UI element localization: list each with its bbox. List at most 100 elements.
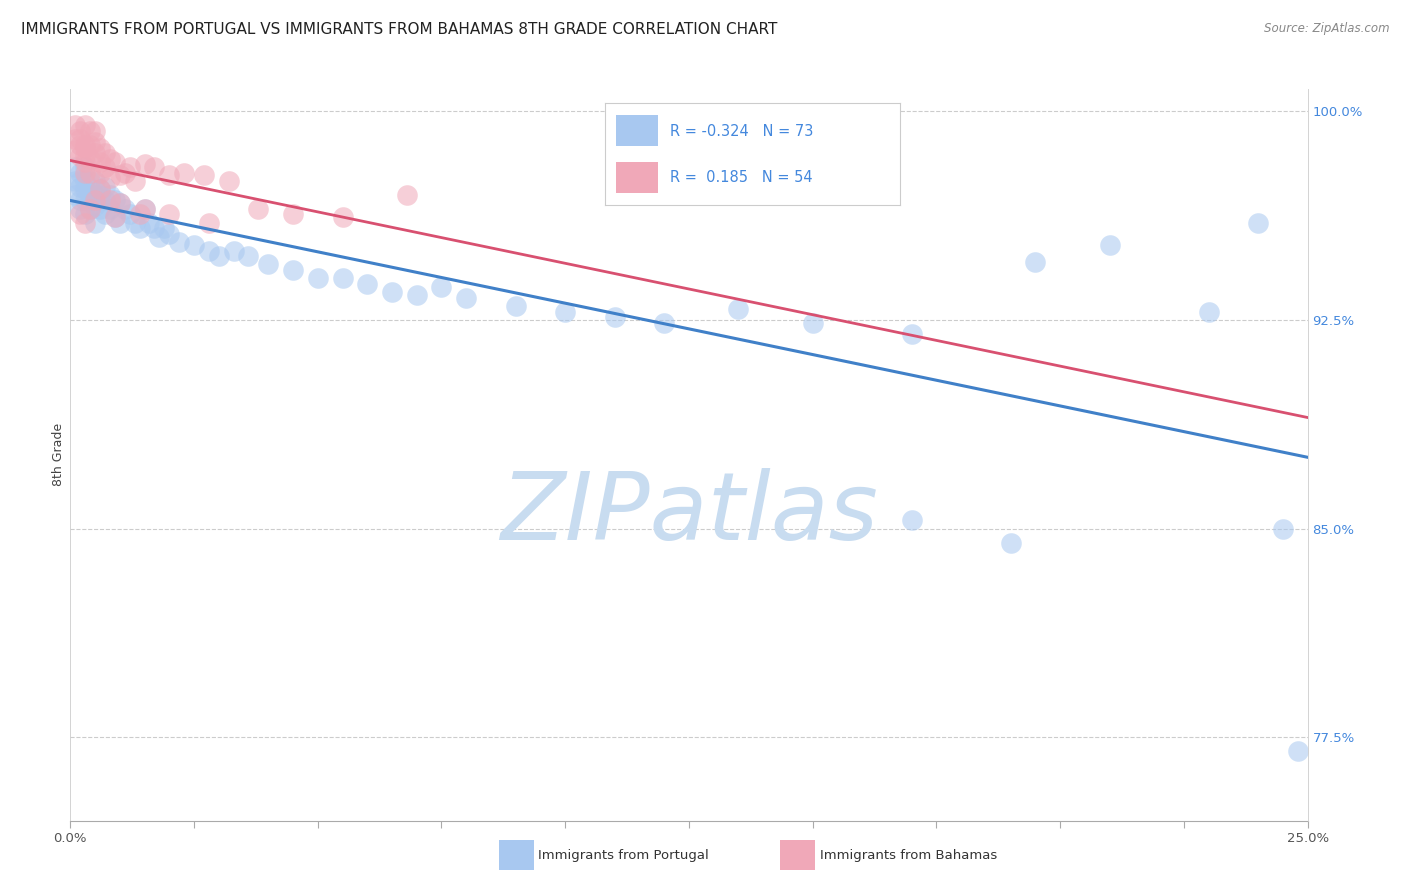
Point	[157, 169, 180, 183]
Point	[603, 310, 626, 325]
Point	[727, 301, 749, 316]
Text: Immigrants from Bahamas: Immigrants from Bahamas	[820, 849, 997, 862]
Point	[89, 187, 111, 202]
Point	[238, 249, 260, 263]
Point	[183, 238, 205, 252]
Point	[1098, 238, 1121, 252]
Point	[69, 202, 91, 216]
Point	[222, 244, 245, 258]
Point	[75, 174, 97, 188]
Text: IMMIGRANTS FROM PORTUGAL VS IMMIGRANTS FROM BAHAMAS 8TH GRADE CORRELATION CHART: IMMIGRANTS FROM PORTUGAL VS IMMIGRANTS F…	[21, 22, 778, 37]
Point	[79, 174, 101, 188]
Point	[148, 229, 170, 244]
Point	[153, 221, 176, 235]
Point	[356, 277, 378, 291]
Point	[84, 146, 107, 161]
Point	[134, 157, 156, 171]
Point	[128, 221, 150, 235]
Point	[118, 207, 141, 221]
Point	[65, 174, 87, 188]
Point	[307, 271, 329, 285]
Point	[89, 166, 111, 180]
Point	[79, 202, 101, 216]
FancyBboxPatch shape	[616, 115, 658, 145]
Point	[456, 291, 478, 305]
Point	[108, 216, 131, 230]
Point	[98, 187, 121, 202]
Point	[79, 137, 101, 152]
Point	[69, 124, 91, 138]
Point	[332, 271, 354, 285]
Point	[114, 166, 136, 180]
Point	[89, 182, 111, 196]
Point	[75, 207, 97, 221]
Point	[900, 513, 922, 527]
Point	[104, 154, 127, 169]
Point	[157, 227, 180, 241]
Point	[94, 207, 117, 221]
Point	[89, 182, 111, 196]
Point	[281, 263, 304, 277]
Text: R =  0.185   N = 54: R = 0.185 N = 54	[669, 170, 813, 185]
Point	[84, 216, 107, 230]
Point	[75, 149, 97, 163]
Point	[114, 202, 136, 216]
Point	[75, 137, 97, 152]
Text: ZIPatlas: ZIPatlas	[501, 468, 877, 559]
Point	[65, 160, 87, 174]
Point	[65, 187, 87, 202]
Point	[75, 154, 97, 169]
Point	[98, 171, 121, 186]
Point	[128, 207, 150, 221]
Point	[69, 166, 91, 180]
Point	[98, 152, 121, 166]
Point	[75, 216, 97, 230]
Point	[89, 202, 111, 216]
Point	[94, 146, 117, 161]
Point	[157, 207, 180, 221]
Point	[75, 160, 97, 174]
Text: R = -0.324   N = 73: R = -0.324 N = 73	[669, 124, 813, 139]
Y-axis label: 8th Grade: 8th Grade	[52, 424, 65, 486]
Point	[69, 137, 91, 152]
Point	[98, 202, 121, 216]
Point	[108, 169, 131, 183]
Point	[1247, 216, 1270, 230]
Point	[69, 179, 91, 194]
Point	[69, 207, 91, 221]
Point	[79, 194, 101, 208]
Text: Immigrants from Portugal: Immigrants from Portugal	[538, 849, 709, 862]
Point	[124, 174, 146, 188]
Point	[69, 149, 91, 163]
Point	[118, 160, 141, 174]
Point	[124, 216, 146, 230]
Point	[79, 166, 101, 180]
Point	[108, 196, 131, 211]
Point	[193, 169, 215, 183]
Point	[257, 257, 280, 271]
Point	[108, 196, 131, 211]
Point	[84, 194, 107, 208]
Point	[79, 187, 101, 202]
Point	[98, 194, 121, 208]
Point	[75, 182, 97, 196]
Point	[65, 144, 87, 158]
Point	[79, 202, 101, 216]
Point	[405, 288, 427, 302]
Point	[208, 249, 231, 263]
Point	[89, 140, 111, 154]
Point	[1271, 522, 1294, 536]
Point	[69, 132, 91, 146]
Point	[430, 279, 453, 293]
Point	[332, 210, 354, 224]
Point	[652, 316, 675, 330]
Point	[84, 174, 107, 188]
Point	[801, 316, 824, 330]
Point	[395, 187, 418, 202]
Point	[79, 152, 101, 166]
Point	[173, 166, 195, 180]
Point	[1198, 304, 1220, 318]
Point	[143, 160, 166, 174]
Point	[104, 194, 127, 208]
Point	[84, 135, 107, 149]
